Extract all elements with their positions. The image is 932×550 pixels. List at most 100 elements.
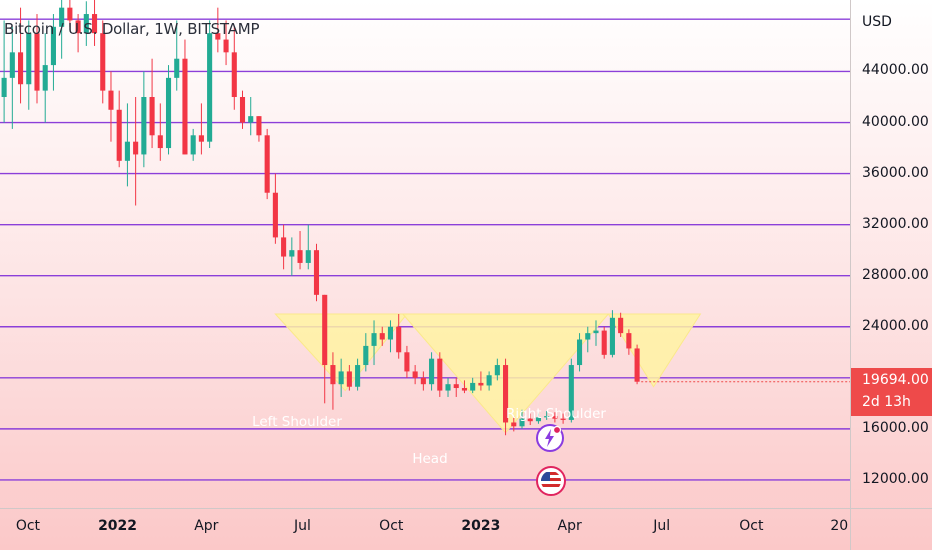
candle-body	[272, 192, 278, 238]
candle-body	[429, 358, 435, 385]
price-axis-separator	[850, 0, 851, 550]
candle-body	[141, 97, 147, 155]
right-shoulder-zone	[607, 313, 702, 388]
candle-body	[18, 52, 24, 85]
time-tick: Jul	[653, 518, 671, 534]
time-tick: Apr	[557, 518, 582, 534]
candle-body	[609, 317, 615, 355]
candle-body	[420, 377, 426, 385]
candle-body	[256, 116, 262, 136]
candle-body	[404, 352, 410, 372]
candle-body	[346, 371, 352, 387]
candle-body	[626, 333, 632, 349]
candle-body	[478, 382, 484, 386]
candle-body	[519, 418, 525, 427]
candle-body	[108, 90, 114, 110]
candle-body	[116, 109, 122, 161]
candle-body	[133, 141, 139, 155]
candle-body	[59, 7, 65, 27]
candle-body	[231, 52, 237, 98]
candle-body	[83, 14, 89, 34]
candle-body	[338, 371, 344, 385]
candle-body	[264, 135, 270, 193]
candle-body	[585, 333, 591, 340]
candle-body	[503, 365, 509, 423]
time-tick: Oct	[739, 518, 764, 534]
candle-body	[157, 135, 163, 149]
chart-title: Bitcoin / U.S. Dollar, 1W, BITSTAMP	[4, 20, 260, 38]
candle-body	[215, 33, 221, 40]
candle-body	[396, 326, 402, 353]
candle-body	[182, 58, 188, 155]
candle-body	[601, 330, 607, 355]
candle-body	[412, 371, 418, 378]
candle-body	[9, 52, 15, 78]
candle-body	[470, 382, 476, 391]
candle-body	[165, 77, 172, 149]
candle-body	[552, 416, 558, 419]
time-tick: Jul	[294, 518, 311, 534]
candle-body	[560, 418, 566, 420]
candle-body	[239, 97, 246, 123]
candle-body	[75, 20, 81, 34]
time-tick: 2022	[98, 518, 138, 534]
time-tick: Oct	[15, 518, 41, 534]
candle-body	[223, 39, 229, 53]
candle-body	[100, 33, 106, 91]
candle-body	[149, 97, 155, 136]
candle-body	[297, 250, 303, 263]
price-tick: 28000.00	[862, 266, 929, 283]
right-shoulder-label: Right Shoulder	[506, 406, 606, 422]
time-axis-separator	[0, 508, 932, 509]
candle-body	[124, 141, 130, 161]
candle-body	[453, 384, 459, 389]
candles	[1, 0, 640, 436]
candle-body	[593, 330, 599, 334]
candle-body	[50, 26, 56, 66]
candle-body	[363, 345, 369, 366]
lightning-event-icon[interactable]	[535, 423, 565, 453]
time-tick: Apr	[194, 518, 219, 534]
candle-body	[486, 375, 492, 386]
currency-label: USD	[862, 14, 892, 30]
time-tick: 20	[830, 518, 849, 534]
bar-countdown: 2d 13h	[862, 394, 911, 410]
price-tick: 32000.00	[862, 215, 929, 232]
candle-body	[67, 7, 73, 21]
candle-body	[437, 358, 443, 391]
candle-body	[445, 384, 451, 391]
price-tick: 44000.00	[862, 62, 929, 79]
candle-body	[330, 365, 336, 385]
candle-body	[387, 326, 394, 340]
candle-body	[535, 417, 541, 422]
candle-body	[207, 33, 213, 142]
candle-body	[379, 333, 385, 340]
candle-body	[494, 365, 500, 376]
price-tick: 24000.00	[862, 317, 929, 334]
horizontal-levels	[0, 18, 850, 481]
left-shoulder-label: Left Shoulder	[252, 414, 342, 430]
candle-body	[305, 250, 311, 263]
candle-body	[511, 422, 517, 427]
time-tick: 2023	[461, 518, 501, 534]
candle-body	[322, 294, 328, 366]
candle-body	[26, 33, 32, 85]
candle-body	[34, 33, 40, 91]
candle-body	[281, 237, 287, 257]
candle-body	[1, 77, 7, 98]
us-flag-event-icon[interactable]	[535, 465, 566, 496]
current-price-value: 19694.00	[862, 372, 929, 388]
price-tick: 12000.00	[862, 470, 929, 487]
candle-body	[618, 317, 624, 334]
candle-body	[576, 339, 583, 366]
candle-body	[355, 365, 361, 387]
candle-body	[91, 14, 98, 34]
candle-body	[634, 348, 640, 382]
candle-body	[544, 416, 550, 418]
price-tick: 36000.00	[862, 164, 929, 181]
time-tick: Oct	[379, 518, 404, 534]
price-tick: 16000.00	[862, 419, 929, 436]
candle-body	[174, 58, 180, 78]
candle-body	[371, 333, 377, 346]
